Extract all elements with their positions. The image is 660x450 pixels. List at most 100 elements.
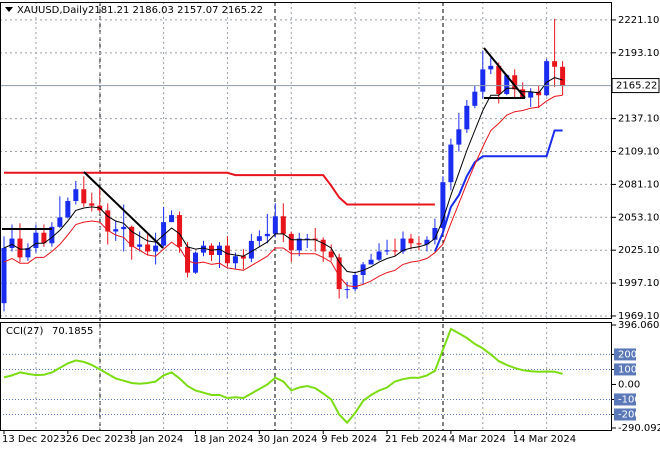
y-tick-label: 1997.10 [618, 278, 659, 289]
candle-body [232, 256, 238, 264]
x-tick-label: 18 Jan 2024 [194, 434, 254, 445]
y-tick-label: 2221.10 [618, 15, 659, 26]
y-tick-label: 2081.10 [618, 179, 659, 190]
candle-body [129, 226, 135, 247]
trendline [483, 47, 526, 99]
candle-body [560, 66, 566, 86]
x-tick-label: 26 Dec 2023 [66, 434, 130, 445]
candle-body [344, 289, 350, 291]
candle-body [145, 244, 151, 252]
candle-body [408, 238, 414, 244]
y-tick-label: 1969.10 [618, 311, 659, 322]
x-tick-label: 13 Dec 2023 [2, 434, 66, 445]
candle-body [169, 215, 175, 223]
candle-body [440, 182, 446, 228]
candle-body [424, 239, 430, 245]
candle-body [81, 189, 87, 204]
candle-body [272, 216, 278, 234]
candle-body [193, 252, 199, 273]
candle-body [240, 256, 246, 259]
y-tick-label: 2193.10 [618, 48, 659, 59]
chart-title: XAUUSD,Daily [17, 5, 88, 16]
candle-body [264, 233, 270, 237]
y-tick-label: 100 [618, 364, 637, 375]
cci-title: CCI(27) [6, 326, 44, 337]
candle-body [464, 105, 470, 130]
level-label-box [614, 408, 636, 421]
candle-body [416, 243, 422, 245]
candle-body [9, 238, 15, 248]
candle-body [448, 144, 454, 183]
candle-body [328, 251, 334, 258]
candle-body [105, 210, 111, 232]
candle-body [512, 75, 518, 90]
candle-body [432, 228, 438, 240]
candle-body [137, 244, 143, 247]
candle-body [288, 233, 294, 251]
indicator-line [433, 129, 563, 252]
candle-body [480, 69, 486, 92]
candle-body [312, 238, 318, 240]
candle-body [256, 236, 262, 241]
candle-body [177, 215, 183, 247]
candle-body [121, 226, 127, 230]
candle-body [161, 222, 167, 246]
candle-body [65, 200, 71, 218]
candle-body [488, 65, 494, 70]
candle-body [248, 240, 254, 259]
candle-body [368, 259, 374, 265]
y-tick-label: -200 [618, 409, 641, 420]
indicator-line [3, 77, 563, 274]
candle-body [376, 251, 382, 260]
candle-body [544, 61, 550, 96]
candle-body [536, 91, 542, 96]
y-tick-label: 2053.10 [618, 212, 659, 223]
candle-body [504, 75, 510, 95]
candle-body [113, 229, 119, 232]
candle-body [472, 91, 478, 106]
x-tick-label: 8 Jan 2024 [130, 434, 184, 445]
x-tick-label: 4 Mar 2024 [449, 434, 506, 445]
candle-body [153, 245, 159, 252]
candle-body [528, 91, 534, 98]
x-tick-label: 14 Mar 2024 [513, 434, 576, 445]
candle-body [496, 65, 502, 95]
candle-body [33, 232, 39, 248]
indicator-line [3, 94, 563, 288]
candle-body [392, 250, 398, 252]
indicator-line [4, 171, 435, 206]
candle-body [320, 239, 326, 252]
candle-body [1, 247, 7, 304]
level-label-box [614, 348, 636, 361]
y-tick-label: -290.0927 [618, 423, 660, 434]
level-label-box [614, 363, 636, 376]
candle-body [89, 203, 95, 206]
candle-body [360, 264, 366, 275]
trendline [83, 171, 164, 249]
candle-body [57, 217, 63, 227]
candle-body [296, 238, 302, 251]
candle-body [41, 232, 47, 244]
y-tick-label: 0.00 [618, 379, 640, 390]
ohlc-readout: 2181.21 2186.03 2157.07 2165.22 [88, 5, 263, 16]
candle-body [520, 89, 526, 98]
candle-body [201, 245, 206, 253]
x-tick-label: 30 Jan 2024 [257, 434, 317, 445]
candle-body [304, 238, 310, 240]
candle-body [25, 247, 31, 258]
y-tick-label: 2109.10 [618, 147, 659, 158]
value: 2181.21 [88, 5, 129, 16]
drawings [2, 47, 526, 249]
x-tick-label: 21 Feb 2024 [385, 434, 447, 445]
level-label-box [614, 393, 636, 406]
y-tick-label: -100 [618, 394, 641, 405]
value: 70.1855 [52, 326, 93, 337]
candle-body [185, 246, 191, 273]
main-panel-border [0, 2, 612, 319]
dropdown-icon[interactable] [5, 7, 13, 12]
candle-body [17, 238, 23, 258]
x-tick-label: 9 Feb 2024 [321, 434, 377, 445]
